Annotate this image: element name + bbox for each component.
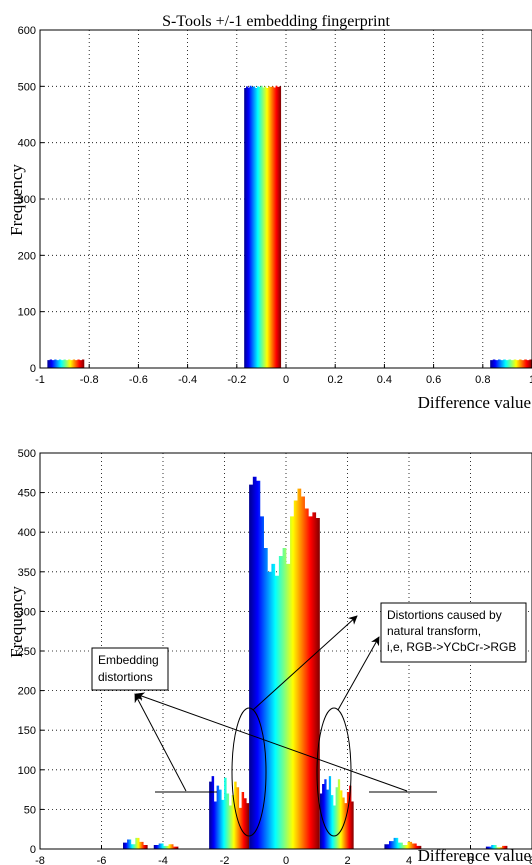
bar-cluster [485,845,508,849]
y-tick-label: 400 [18,138,36,150]
x-tick-label: -0.2 [227,374,246,386]
y-tick-label: 0 [30,844,36,856]
arrow-natural-left [252,615,358,711]
x-tick-label: -2 [220,855,230,865]
x-tick-labels: -8 -6 -4 -2 0 2 4 6 8 [35,855,532,865]
y-tick-label: 0 [30,363,36,375]
x-tick-label: 0.4 [377,374,392,386]
y-tick-label: 300 [18,194,36,206]
x-tick-label: -6 [97,855,107,865]
annotation-embedding-line2: distortions [98,670,153,684]
x-tick-label: 0.8 [475,374,490,386]
bar-cluster [249,476,320,849]
y-tick-label: 200 [18,686,36,698]
chart-bottom: -8 -6 -4 -2 0 2 4 6 8 0 50 100 150 200 250 300 350 400 45… [7,448,532,865]
x-tick-label: -0.8 [80,374,99,386]
y-tick-label: 500 [18,448,36,460]
y-tick-label: 300 [18,606,36,618]
arrow-embedding-left [134,693,187,792]
x-tick-label: -0.6 [129,374,148,386]
x-axis-label: Difference value [418,393,531,412]
x-tick-label: 1 [529,374,532,386]
x-tick-label: 0.6 [426,374,441,386]
chart-top: S-Tools +/-1 embedding fingerprint -1 -0.… [7,13,532,412]
bar-cluster [490,359,532,368]
y-tick-label: 50 [24,804,36,816]
bar-cluster [319,776,354,849]
y-tick-label: 350 [18,567,36,579]
distortion-ellipse-left [231,707,267,837]
x-tick-label: 2 [344,855,350,865]
annotation-embedding-line1: Embedding [98,653,159,667]
plot-frame [39,452,532,850]
x-axis-label: Difference value [418,846,531,865]
y-tick-label: 100 [18,765,36,777]
y-tick-label: 400 [18,527,36,539]
y-axis-label: Frequency [7,164,26,236]
y-tick-label: 500 [18,81,36,93]
y-axis-label: Frequency [7,586,26,658]
y-tick-label: 250 [18,646,36,658]
bar-group [123,476,508,849]
annotation-natural-line3: i,e, RGB->YCbCr->RGB [387,640,516,654]
y-tick-labels: 0 50 100 150 200 250 300 350 400 450 500 [18,448,36,856]
x-tick-label: -8 [35,855,45,865]
x-tick-label: 6 [467,855,473,865]
arrow-embedding-right [135,692,408,792]
bar-cluster [123,837,148,849]
arrow-natural-right [337,636,380,711]
annotation-box-embedding [91,647,169,691]
bar-cluster [244,85,282,369]
bar-cluster [153,843,179,849]
y-tick-label: 450 [18,488,36,500]
y-tick-label: 150 [18,725,36,737]
bar-cluster [47,359,85,368]
gridlines [39,29,532,369]
x-tick-labels: -1 -0.8 -0.6 -0.4 -0.2 0 0.2 0.4 0.6 0.8 1 [35,374,532,386]
annotation-box-natural [380,602,527,663]
bar-cluster [209,776,250,849]
plot-frame [39,29,532,369]
annotation-natural-line2: natural transform, [387,624,481,638]
x-tick-label: -0.4 [178,374,197,386]
chart-title: S-Tools +/-1 embedding fingerprint [162,13,390,30]
x-tick-label: 0.2 [328,374,343,386]
y-tick-label: 200 [18,250,36,262]
y-tick-label: 600 [18,25,36,37]
x-tick-label: 8 [529,855,532,865]
x-tick-label: 4 [406,855,412,865]
bar-cluster [384,837,422,849]
distortion-ellipse-right [316,707,352,837]
annotation-natural-line1: Distortions caused by [387,608,502,622]
x-tick-label: 0 [283,374,289,386]
bar-group [47,85,532,369]
y-tick-labels: 0 100 200 300 400 500 600 [18,25,36,375]
x-tick-label: -1 [35,374,45,386]
x-tick-label: 0 [283,855,289,865]
x-tick-label: -4 [158,855,168,865]
y-tick-label: 100 [18,307,36,319]
